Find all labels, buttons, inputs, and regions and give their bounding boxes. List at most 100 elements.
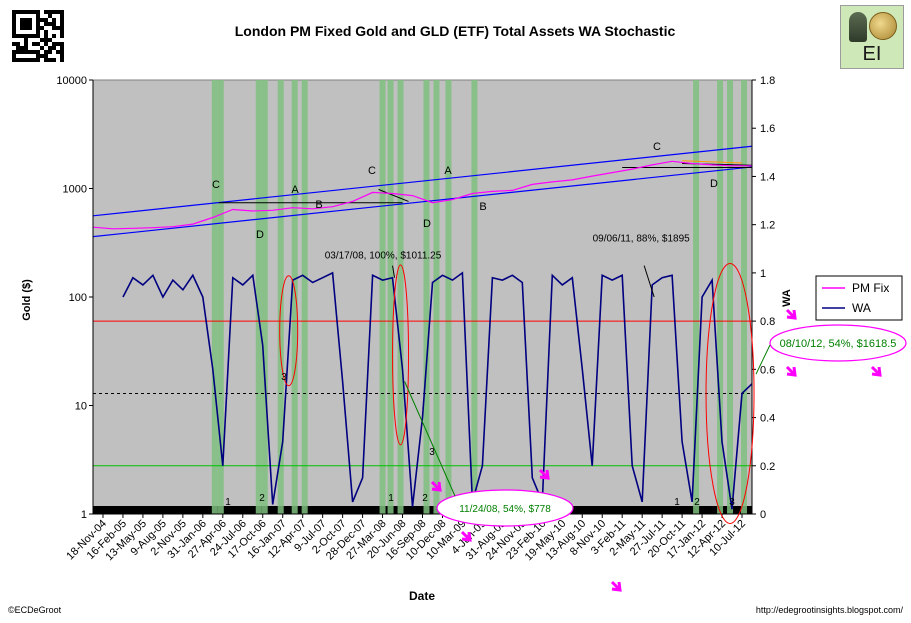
green-bar (471, 80, 478, 514)
qr-cell (52, 18, 56, 22)
qr-cell (60, 42, 64, 46)
qr-cell (52, 34, 56, 38)
qr-cell (20, 50, 24, 54)
green-bar (717, 80, 724, 514)
pointer-mark (785, 308, 797, 320)
qr-cell (20, 18, 24, 22)
qr-cell (52, 26, 56, 30)
green-bar (741, 80, 748, 514)
qr-cell (32, 42, 36, 46)
qr-cell (28, 14, 32, 18)
qr-cell (32, 38, 36, 42)
qr-cell (12, 54, 16, 58)
qr-cell (40, 14, 44, 18)
qr-cell (56, 50, 60, 54)
qr-cell (36, 38, 40, 42)
qr-cell (40, 34, 44, 38)
qr-cell (44, 42, 48, 46)
qr-cell (44, 58, 48, 62)
qr-cell (56, 54, 60, 58)
qr-cell (56, 38, 60, 42)
qr-cell (48, 30, 52, 34)
qr-cell (48, 10, 52, 14)
legend-label: WA (852, 301, 871, 315)
qr-cell (16, 58, 20, 62)
qr-cell (16, 30, 20, 34)
qr-cell (40, 46, 44, 50)
qr-cell (60, 58, 64, 62)
qr-cell (48, 26, 52, 30)
series-line-wa (122, 271, 753, 510)
qr-cell (36, 14, 40, 18)
qr-cell (44, 30, 48, 34)
callout-ellipse (436, 489, 574, 527)
qr-cell (44, 18, 48, 22)
annotation: C (653, 141, 661, 153)
qr-cell (12, 34, 16, 38)
qr-cell (16, 38, 20, 42)
green-bar (255, 80, 262, 514)
trend-lines (92, 145, 753, 238)
annotation: 03/17/08, 100%, $1011.25 (325, 250, 442, 261)
pointer-mark (538, 468, 550, 480)
green-bar (433, 80, 440, 514)
qr-cell (44, 14, 48, 18)
qr-cell (36, 34, 40, 38)
connector-arrow (392, 265, 396, 278)
annotation: 2 (422, 493, 428, 504)
qr-cell (12, 30, 16, 34)
qr-code-icon (12, 10, 64, 62)
qr-cell (56, 18, 60, 22)
connector-arrow (755, 344, 771, 375)
qr-cell (56, 42, 60, 46)
copyright-text: ©ECDeGroot (8, 605, 62, 615)
qr-cell (24, 10, 28, 14)
qr-cell (56, 22, 60, 26)
qr-cell (20, 42, 24, 46)
qr-cell (48, 22, 52, 26)
lower-channel-line (92, 166, 753, 238)
qr-cell (36, 30, 40, 34)
pointer-mark (785, 365, 797, 377)
qr-cell (52, 50, 56, 54)
qr-cell (20, 58, 24, 62)
y2-axis-label: WA (781, 289, 793, 307)
qr-cell (20, 14, 24, 18)
qr-cell (12, 58, 16, 62)
qr-cell (48, 46, 52, 50)
qr-cell (60, 50, 64, 54)
highlight-ellipse (279, 275, 299, 387)
qr-cell (52, 58, 56, 62)
qr-cell (52, 46, 56, 50)
qr-cell (56, 34, 60, 38)
qr-cell (48, 42, 52, 46)
qr-cell (28, 38, 32, 42)
y-tick-label: 10000 (56, 75, 87, 87)
y-axis-left: 1 10 100 1000 10000 (56, 75, 94, 521)
annotation: 1 (388, 493, 394, 504)
qr-cell (20, 30, 24, 34)
qr-cell (28, 54, 32, 58)
qr-cell (40, 50, 44, 54)
y2-tick-label: 1.4 (760, 171, 775, 183)
reference-lines (93, 320, 752, 467)
qr-cell (36, 46, 40, 50)
annotation: 1 (225, 497, 231, 508)
qr-cell (32, 18, 36, 22)
qr-cell (52, 42, 56, 46)
qr-cell (28, 50, 32, 54)
annotation: C (368, 165, 376, 177)
qr-cell (16, 26, 20, 30)
y-tick-label: 1000 (63, 184, 87, 196)
qr-cell (24, 14, 28, 18)
qr-cell (28, 46, 32, 50)
qr-cell (60, 22, 64, 26)
y2-tick-label: 0.6 (760, 364, 775, 376)
qr-cell (12, 14, 16, 18)
qr-cell (36, 58, 40, 62)
highlight-ellipse (705, 262, 755, 524)
highlight-ellipse (392, 264, 410, 446)
green-bar (397, 80, 404, 514)
y2-tick-label: 1.8 (760, 75, 775, 87)
